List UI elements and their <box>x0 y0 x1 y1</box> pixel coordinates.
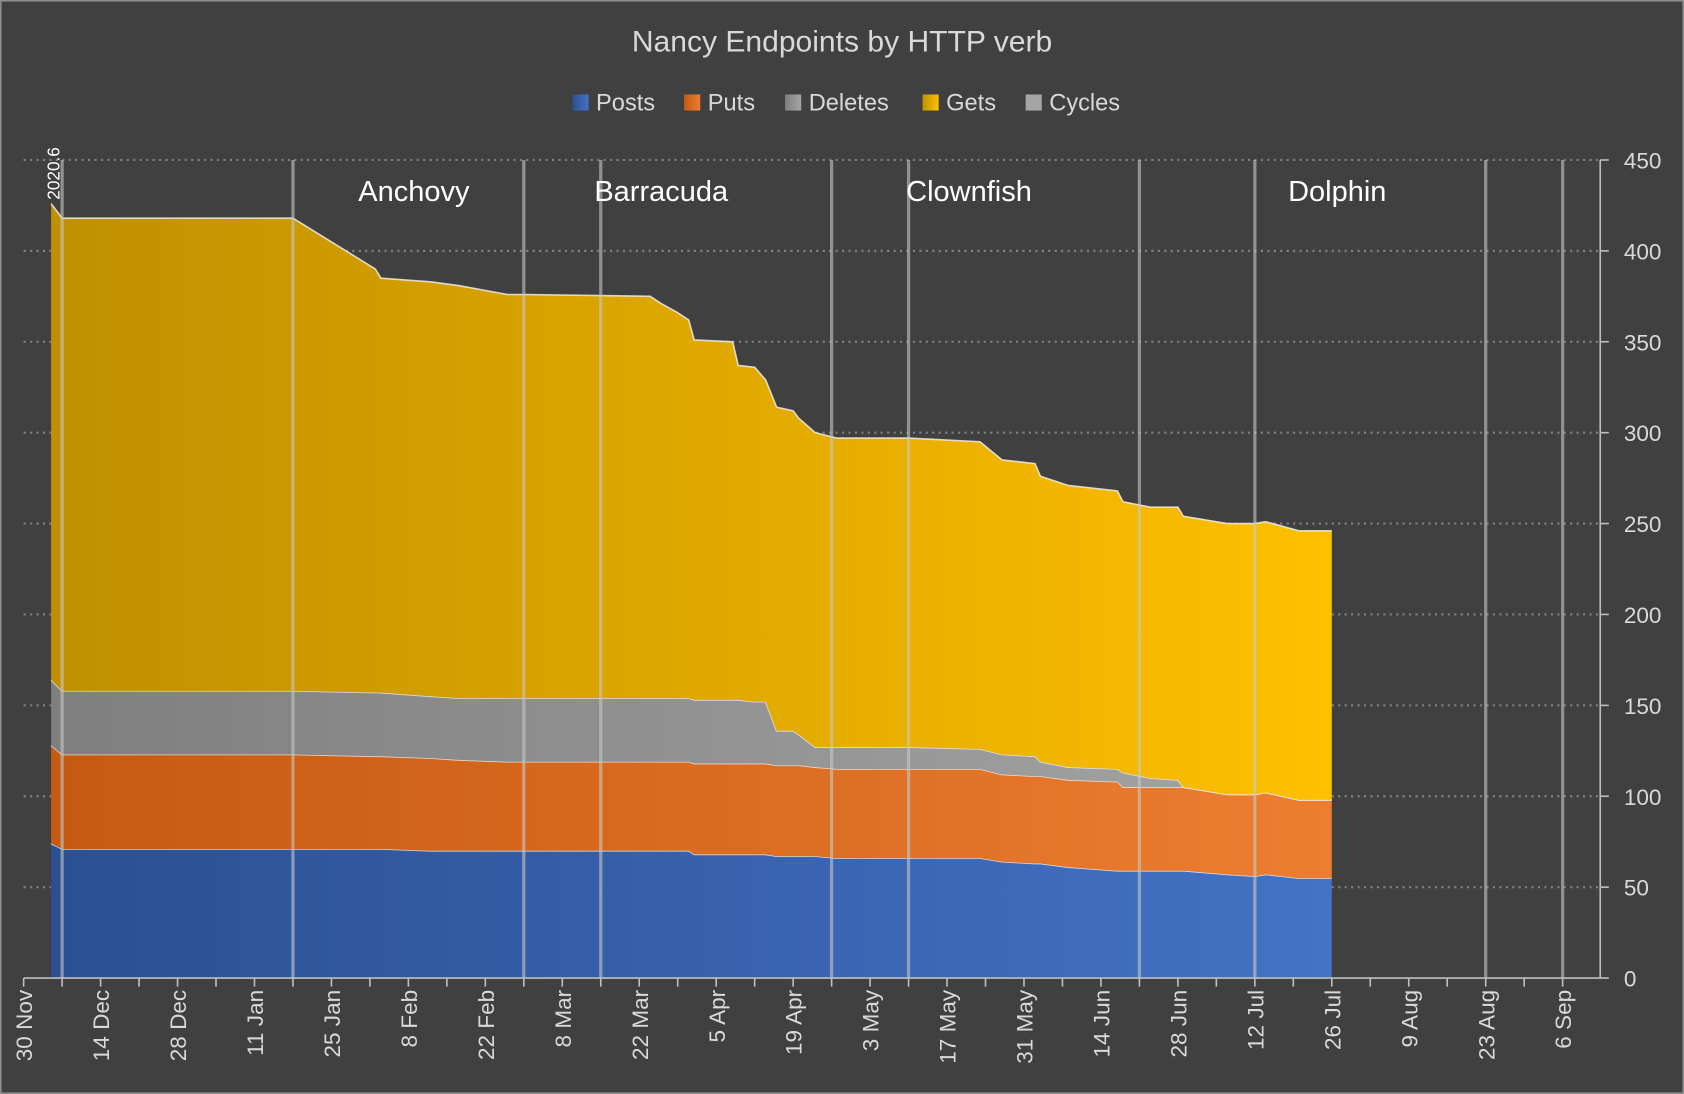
milestone-lines <box>60 159 1565 979</box>
release-label-clownfish: Clownfish <box>906 176 1032 208</box>
legend-label: Puts <box>708 91 755 117</box>
x-tick-label: 23 Aug <box>1474 990 1499 1060</box>
y-tick-label: 100 <box>1624 785 1662 810</box>
y-tick-label: 250 <box>1624 512 1662 537</box>
area-posts <box>51 843 1332 979</box>
y-tick-label: 350 <box>1624 330 1662 355</box>
x-tick-label: 8 Feb <box>397 990 422 1048</box>
legend-swatch <box>572 94 589 111</box>
area-edge-gets <box>50 203 1332 532</box>
release-label: 2020.6 <box>44 147 64 200</box>
legend: Posts Puts Deletes Gets Cycles <box>572 91 1120 117</box>
release-label-anchovy: Anchovy <box>358 176 470 208</box>
x-tick-label: 14 Jun <box>1090 990 1115 1058</box>
axes: 30 Nov 14 Dec 28 Dec 11 Jan 25 Jan 8 Feb 22 Fe… <box>12 149 1661 1064</box>
y-tick-label: 400 <box>1624 239 1662 264</box>
legend-label: Gets <box>946 91 996 117</box>
x-tick-label: 30 Nov <box>12 989 37 1061</box>
y-tick-label: 150 <box>1624 694 1662 719</box>
y-tick-label: 0 <box>1624 967 1637 992</box>
chart-title: Nancy Endpoints by HTTP verb <box>632 26 1052 59</box>
x-tick-label: 26 Jul <box>1320 990 1345 1050</box>
x-tick-label: 25 Jan <box>320 990 345 1058</box>
x-tick-label: 3 May <box>859 989 884 1051</box>
legend-swatch <box>785 94 802 111</box>
legend-item-deletes: Deletes <box>785 91 889 117</box>
x-tick-label: 28 Dec <box>166 990 191 1061</box>
x-tick-label: 11 Jan <box>243 990 268 1056</box>
annotations: 2020.6 Anchovy Barracuda Clownfish Dolphin <box>44 147 1387 208</box>
x-tick-label: 22 Feb <box>474 990 499 1060</box>
legend-item-gets: Gets <box>922 91 996 117</box>
legend-item-cycles: Cycles <box>1025 91 1120 117</box>
x-tick-label: 14 Dec <box>89 990 114 1061</box>
legend-item-puts: Puts <box>684 91 755 117</box>
x-tick-label: 5 Apr <box>705 989 730 1042</box>
x-tick-label: 9 Aug <box>1397 990 1422 1048</box>
legend-swatch <box>1025 94 1042 111</box>
y-tick-label: 300 <box>1624 421 1662 446</box>
legend-label: Cycles <box>1049 91 1120 117</box>
legend-label: Deletes <box>809 91 889 117</box>
area-puts <box>51 745 1332 879</box>
x-tick-label: 12 Jul <box>1243 990 1268 1050</box>
area-gets <box>51 203 1332 800</box>
x-tick-label: 22 Mar <box>628 989 653 1060</box>
x-tick-label: 28 Jun <box>1166 990 1191 1058</box>
y-tick-label: 50 <box>1624 876 1649 901</box>
x-tick-label: 31 May <box>1013 989 1038 1064</box>
legend-label: Posts <box>596 91 655 117</box>
x-tick-label: 19 Apr <box>782 989 807 1055</box>
legend-swatch <box>922 94 939 111</box>
legend-swatch <box>684 94 701 111</box>
x-tick-label: 6 Sep <box>1551 990 1576 1049</box>
release-label-dolphin: Dolphin <box>1288 176 1386 208</box>
areas <box>50 203 1332 979</box>
y-tick-label: 450 <box>1624 149 1662 174</box>
x-tick-label: 8 Mar <box>551 989 576 1047</box>
x-tick-label: 17 May <box>936 989 961 1064</box>
release-label-barracuda: Barracuda <box>594 176 729 208</box>
y-tick-label: 200 <box>1624 603 1662 628</box>
area-deletes <box>51 679 1332 800</box>
area-edge-deletes <box>50 679 1332 801</box>
legend-item-posts: Posts <box>572 91 655 117</box>
